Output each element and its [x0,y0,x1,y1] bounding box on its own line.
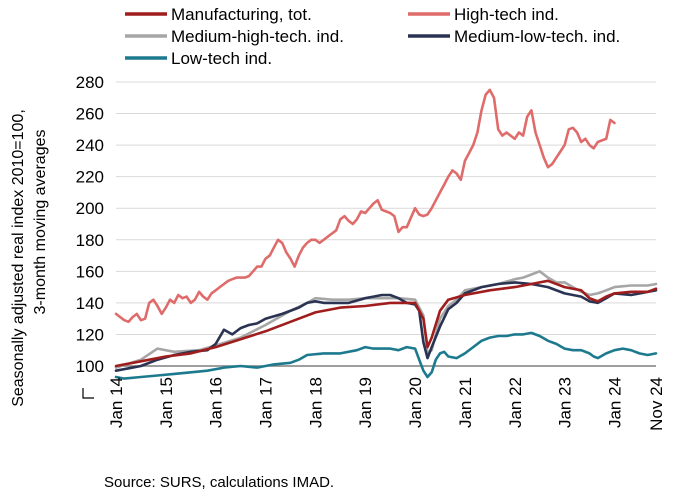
y-tick-label: 220 [76,168,104,187]
x-tick-label: Jan 16 [207,377,226,428]
x-tick-label: Jan 17 [257,377,276,428]
y-axis-break-marker [82,388,94,399]
legend-label: High-tech ind. [454,5,559,24]
x-tick-label: Jan 18 [306,377,325,428]
y-tick-label: 280 [76,73,104,92]
series-line-low-tech-ind [114,331,658,380]
x-tick-label: Jan 24 [605,377,624,428]
legend-item: Medium-high-tech. ind. [125,27,344,46]
series-lines [114,88,658,380]
x-axis-ticks: Jan 14 Jan 15 Jan 16 Jan 17 Jan 18 Jan 19 Jan … [107,377,666,431]
legend-item: Low-tech ind. [125,49,272,68]
x-tick-label: Jan 14 [107,377,126,428]
legend-label: Medium-low-tech. ind. [454,27,620,46]
y-tick-label: 120 [76,325,104,344]
series-line-high-tech-ind [114,88,616,324]
y-tick-label: 140 [76,294,104,313]
y-tick-label: 200 [76,199,104,218]
x-tick-label: Jan 20 [406,377,425,428]
x-tick-label: Jan 15 [157,377,176,428]
x-tick-label: Jan 21 [456,377,475,428]
legend: Manufacturing, tot. High-tech ind. Medium-… [125,5,620,68]
y-axis-ticks: 100 120 140 160 180 200 220 240 260 280 [76,73,104,376]
legend-item: Medium-low-tech. ind. [408,27,620,46]
legend-item: Manufacturing, tot. [125,5,312,24]
x-tick-label: Jan 22 [506,377,525,428]
y-tick-label: 260 [76,105,104,124]
y-tick-label: 160 [76,262,104,281]
x-tick-label: Jan 23 [556,377,575,428]
y-axis-title-line-2: 3-month moving averages [32,130,49,315]
x-tick-label: Jan 19 [356,377,375,428]
y-tick-label: 240 [76,136,104,155]
y-tick-label: 100 [76,357,104,376]
legend-item: High-tech ind. [408,5,559,24]
series-line-medium-low-tech-ind [114,281,658,372]
y-break-mark [82,388,94,399]
y-tick-label: 180 [76,231,104,250]
source-note: Source: SURS, calculations IMAD. [104,474,334,491]
x-tick-label: Nov 24 [647,377,666,431]
legend-label: Manufacturing, tot. [171,5,312,24]
y-axis-title-line-1: Seasonally adjusted real index 2010=100, [10,109,27,407]
legend-label: Medium-high-tech. ind. [171,27,344,46]
gridlines [116,81,656,335]
series-line-manufacturing-tot [114,279,658,368]
legend-label: Low-tech ind. [171,49,272,68]
